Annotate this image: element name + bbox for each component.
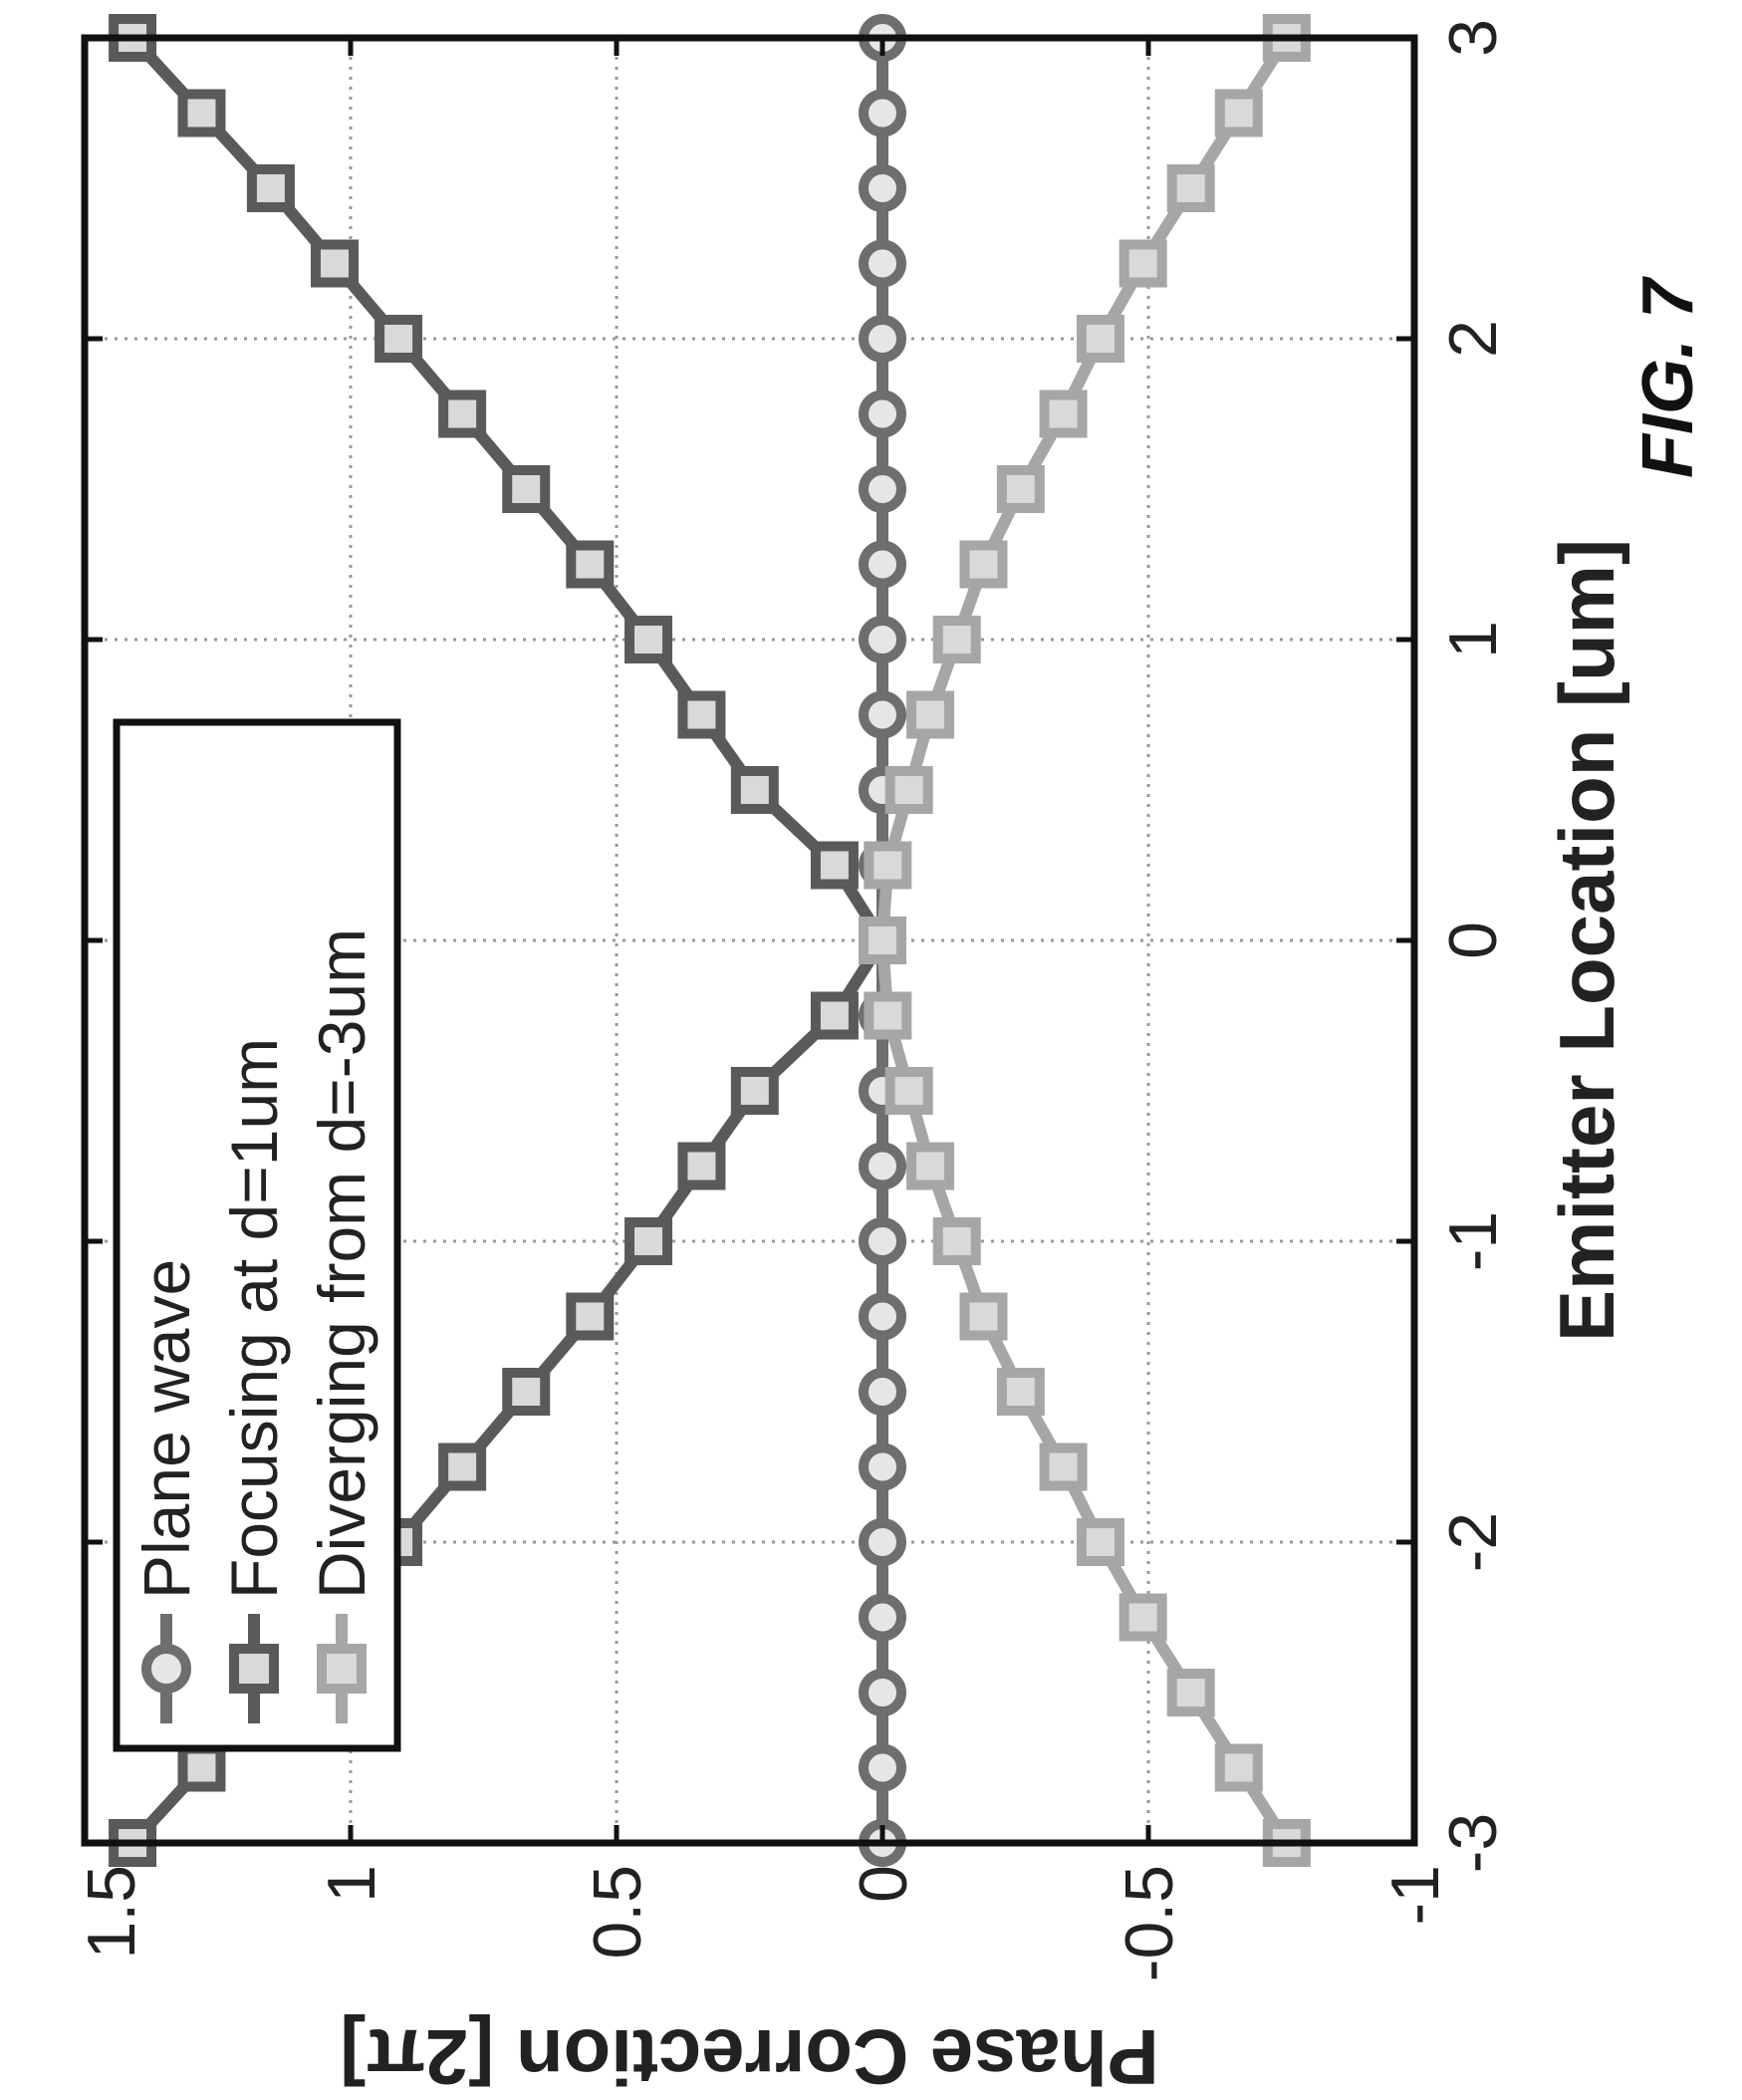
data-point: [859, 1743, 906, 1792]
data-point: [374, 315, 423, 363]
data-point: [1214, 1743, 1263, 1792]
data-point: [502, 465, 551, 513]
data-point: [859, 616, 906, 663]
data-point: [932, 616, 981, 663]
data-point: [932, 1217, 981, 1265]
data-point: [864, 841, 912, 890]
data-point: [859, 390, 906, 438]
data-point: [996, 1368, 1045, 1416]
x-axis-label: Emitter Location [um]: [1543, 539, 1630, 1342]
data-point: [677, 1142, 726, 1190]
data-point: [859, 239, 906, 288]
data-point: [959, 1292, 1008, 1341]
x-tick-label: 0: [1435, 921, 1511, 959]
data-point: [859, 690, 906, 739]
data-point: [566, 540, 615, 589]
ticks: -3 -2 -1 0 1 2 3 -1 -0.5 0 0.5 1 1.5: [74, 19, 1511, 1981]
data-point: [859, 917, 906, 964]
figure-caption: FIG. 7: [1628, 278, 1708, 479]
x-tick-label: -1: [1435, 1211, 1511, 1271]
data-point: [884, 1067, 933, 1115]
legend-item: Focusing at d=1um: [217, 1038, 291, 1723]
y-tick-label: 0.5: [580, 1865, 655, 1960]
y-tick-label: 1: [314, 1865, 389, 1903]
y-tick-label: -0.5: [1112, 1865, 1187, 1981]
legend-box: [113, 718, 401, 1752]
data-point: [1119, 1593, 1167, 1642]
data-point: [141, 1644, 191, 1694]
data-point: [859, 89, 906, 137]
y-tick-label: -1: [1377, 1865, 1453, 1925]
legend-item: Diverging from d=-3um: [305, 928, 378, 1723]
x-tick-label: 3: [1435, 19, 1511, 57]
data-point: [906, 690, 955, 739]
data-point: [906, 1142, 955, 1190]
legend-item: Plane wave: [129, 1259, 203, 1723]
data-point: [1166, 164, 1215, 212]
data-point: [859, 540, 906, 589]
data-point: [859, 1669, 906, 1716]
data-point: [246, 164, 295, 212]
legend: Plane wave Focusing at d=1um Diverging fro…: [113, 718, 401, 1752]
data-point: [810, 991, 859, 1040]
data-point: [859, 1443, 906, 1491]
data-point: [310, 239, 359, 288]
data-point: [859, 1593, 906, 1642]
data-point: [859, 1292, 906, 1341]
y-tick-label: 0: [846, 1865, 921, 1903]
data-point: [566, 1292, 615, 1341]
data-point: [864, 991, 912, 1040]
series-layer: [109, 14, 1311, 1867]
data-point: [677, 690, 726, 739]
data-point: [884, 766, 933, 814]
data-point: [177, 89, 226, 137]
y-axis-label: Phase Correction [2π]: [340, 2013, 1159, 2100]
data-point: [502, 1368, 551, 1416]
data-point: [810, 841, 859, 890]
x-tick-label: -2: [1435, 1512, 1511, 1572]
data-point: [1039, 1443, 1088, 1491]
data-point: [438, 390, 487, 438]
data-point: [1166, 1669, 1215, 1716]
data-point: [317, 1644, 367, 1694]
legend-label: Diverging from d=-3um: [305, 928, 378, 1599]
y-tick-label: 1.5: [74, 1865, 149, 1960]
data-point: [859, 1518, 906, 1566]
data-point: [1039, 390, 1088, 438]
data-point: [177, 1743, 226, 1792]
data-point: [859, 1368, 906, 1416]
rotated-plot: -3 -2 -1 0 1 2 3 -1 -0.5 0 0.5 1 1.5 Emitter Locatio…: [74, 14, 1630, 2100]
data-point: [1076, 1518, 1124, 1566]
data-point: [1119, 239, 1167, 288]
data-point: [624, 1217, 673, 1265]
legend-label: Plane wave: [129, 1259, 203, 1599]
data-point: [859, 1142, 906, 1190]
x-tick-label: 2: [1435, 320, 1511, 358]
data-point: [730, 766, 779, 814]
data-point: [959, 540, 1008, 589]
data-point: [1076, 315, 1124, 363]
x-tick-label: 1: [1435, 621, 1511, 658]
data-point: [624, 616, 673, 663]
series-3: [859, 14, 1311, 1867]
data-point: [1214, 89, 1263, 137]
data-point: [859, 465, 906, 513]
data-point: [229, 1644, 279, 1694]
data-point: [730, 1067, 779, 1115]
data-point: [996, 465, 1045, 513]
legend-label: Focusing at d=1um: [217, 1038, 291, 1599]
data-point: [859, 315, 906, 363]
data-point: [859, 1217, 906, 1265]
data-point: [859, 164, 906, 212]
data-point: [438, 1443, 487, 1491]
x-tick-label: -3: [1435, 1813, 1511, 1873]
